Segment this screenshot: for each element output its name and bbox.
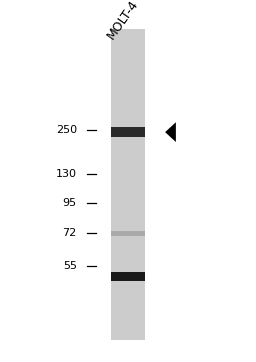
Text: MOLT-4: MOLT-4	[104, 0, 141, 42]
Bar	[111, 231, 145, 236]
Text: 130: 130	[56, 169, 77, 179]
Text: 55: 55	[63, 261, 77, 271]
Text: 95: 95	[63, 198, 77, 208]
Bar	[111, 273, 145, 282]
Polygon shape	[165, 122, 176, 142]
Bar	[111, 29, 145, 340]
Text: 72: 72	[62, 228, 77, 239]
Text: 250: 250	[56, 125, 77, 135]
Bar	[111, 127, 145, 137]
